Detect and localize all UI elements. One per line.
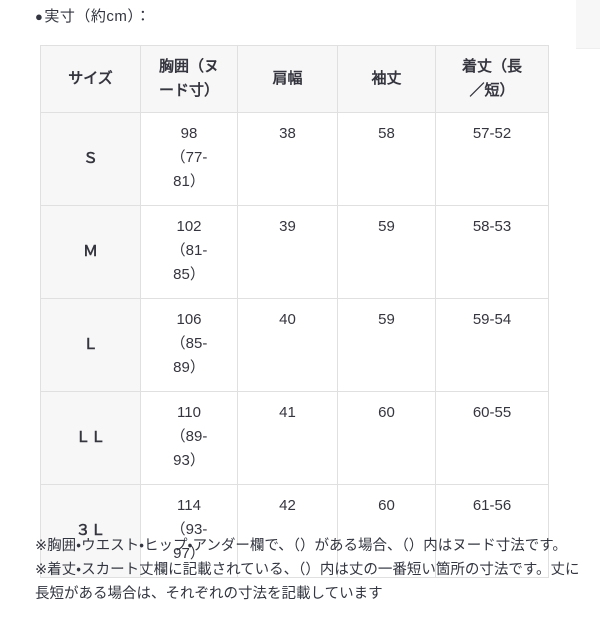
sleeve-value: 59 xyxy=(337,205,436,299)
chest-value: 98 （77- 81） xyxy=(140,112,238,206)
size-chart-table: サイズ 胸囲（ヌ ード寸） 肩幅 袖丈 着丈（長 ／短） Ｓ 98 （77- 8… xyxy=(40,45,549,578)
table-row: Ｓ 98 （77- 81） 38 58 57-52 xyxy=(40,112,549,206)
table-row: Ｌ 106 （85- 89） 40 59 59-54 xyxy=(40,298,549,392)
length-value: 60-55 xyxy=(435,391,549,485)
section-title: ●実寸（約cm）： xyxy=(35,6,151,28)
column-header-chest: 胸囲（ヌ ード寸） xyxy=(140,45,238,113)
shoulder-value: 39 xyxy=(237,205,338,299)
sleeve-value: 59 xyxy=(337,298,436,392)
length-value: 59-54 xyxy=(435,298,549,392)
size-label: ３Ｌ xyxy=(40,484,141,578)
length-value: 57-52 xyxy=(435,112,549,206)
length-value: 58-53 xyxy=(435,205,549,299)
page-corner-fragment xyxy=(576,0,600,49)
column-header-size: サイズ xyxy=(40,45,141,113)
shoulder-value: 38 xyxy=(237,112,338,206)
table-row: Ｍ 102 （81- 85） 39 59 58-53 xyxy=(40,205,549,299)
size-label: Ｌ xyxy=(40,298,141,392)
bullet-icon: ● xyxy=(35,9,44,24)
chest-value: 106 （85- 89） xyxy=(140,298,238,392)
column-header-sleeve: 袖丈 xyxy=(337,45,436,113)
footnote-nude-measurement: ※胸囲・ウエスト・ヒップ・アンダー欄で、（）がある場合、（）内はヌード寸法です。 xyxy=(35,538,567,554)
table-row: ＬＬ 110 （89- 93） 41 60 60-55 xyxy=(40,391,549,485)
shoulder-value: 41 xyxy=(237,391,338,485)
column-header-shoulder: 肩幅 xyxy=(237,45,338,113)
header-row: サイズ 胸囲（ヌ ード寸） 肩幅 袖丈 着丈（長 ／短） xyxy=(40,45,549,113)
footnotes: ※胸囲・ウエスト・ヒップ・アンダー欄で、（）がある場合、（）内はヌード寸法です。… xyxy=(35,534,582,606)
length-value: 61-56 xyxy=(435,484,549,578)
size-label: Ｓ xyxy=(40,112,141,206)
shoulder-value: 42 xyxy=(237,484,338,578)
column-header-length: 着丈（長 ／短） xyxy=(435,45,549,113)
sleeve-value: 60 xyxy=(337,391,436,485)
footnote-length-measurement: ※着丈・スカート丈欄に記載されている、（）内は丈の一番短い箇所の寸法です。丈に長… xyxy=(35,562,580,602)
section-title-text: 実寸（約cm）： xyxy=(44,8,151,25)
size-label: Ｍ xyxy=(40,205,141,299)
chest-value: 110 （89- 93） xyxy=(140,391,238,485)
shoulder-value: 40 xyxy=(237,298,338,392)
table-row: ３Ｌ 114 （93- 97） 42 60 61-56 xyxy=(40,484,549,578)
sleeve-value: 58 xyxy=(337,112,436,206)
sleeve-value: 60 xyxy=(337,484,436,578)
chest-value: 102 （81- 85） xyxy=(140,205,238,299)
size-label: ＬＬ xyxy=(40,391,141,485)
